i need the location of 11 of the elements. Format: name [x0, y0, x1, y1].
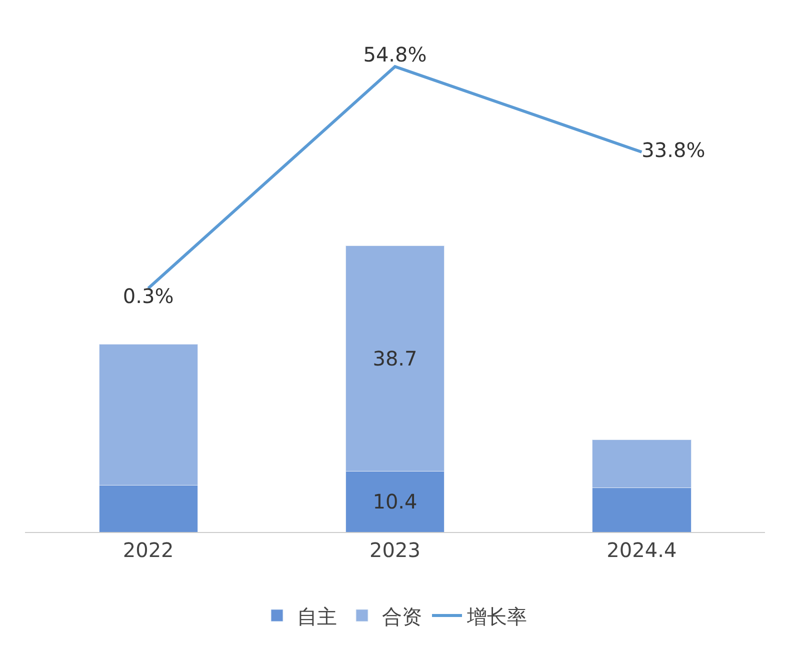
legend-label: 自主: [297, 604, 337, 628]
legend-label: 合资: [382, 604, 422, 628]
legend-label: 增长率: [466, 604, 527, 628]
data-label: 33.8%: [642, 138, 706, 162]
data-label: 0.3%: [122, 284, 174, 308]
data-label: 10.4: [372, 490, 418, 514]
data-label: 54.8%: [363, 42, 427, 67]
data-label: 38.7: [372, 346, 418, 371]
x-tick-label: 2022: [122, 538, 174, 562]
x-tick-label: 2024.4: [606, 538, 677, 562]
x-tick-label: 2023: [370, 538, 420, 562]
